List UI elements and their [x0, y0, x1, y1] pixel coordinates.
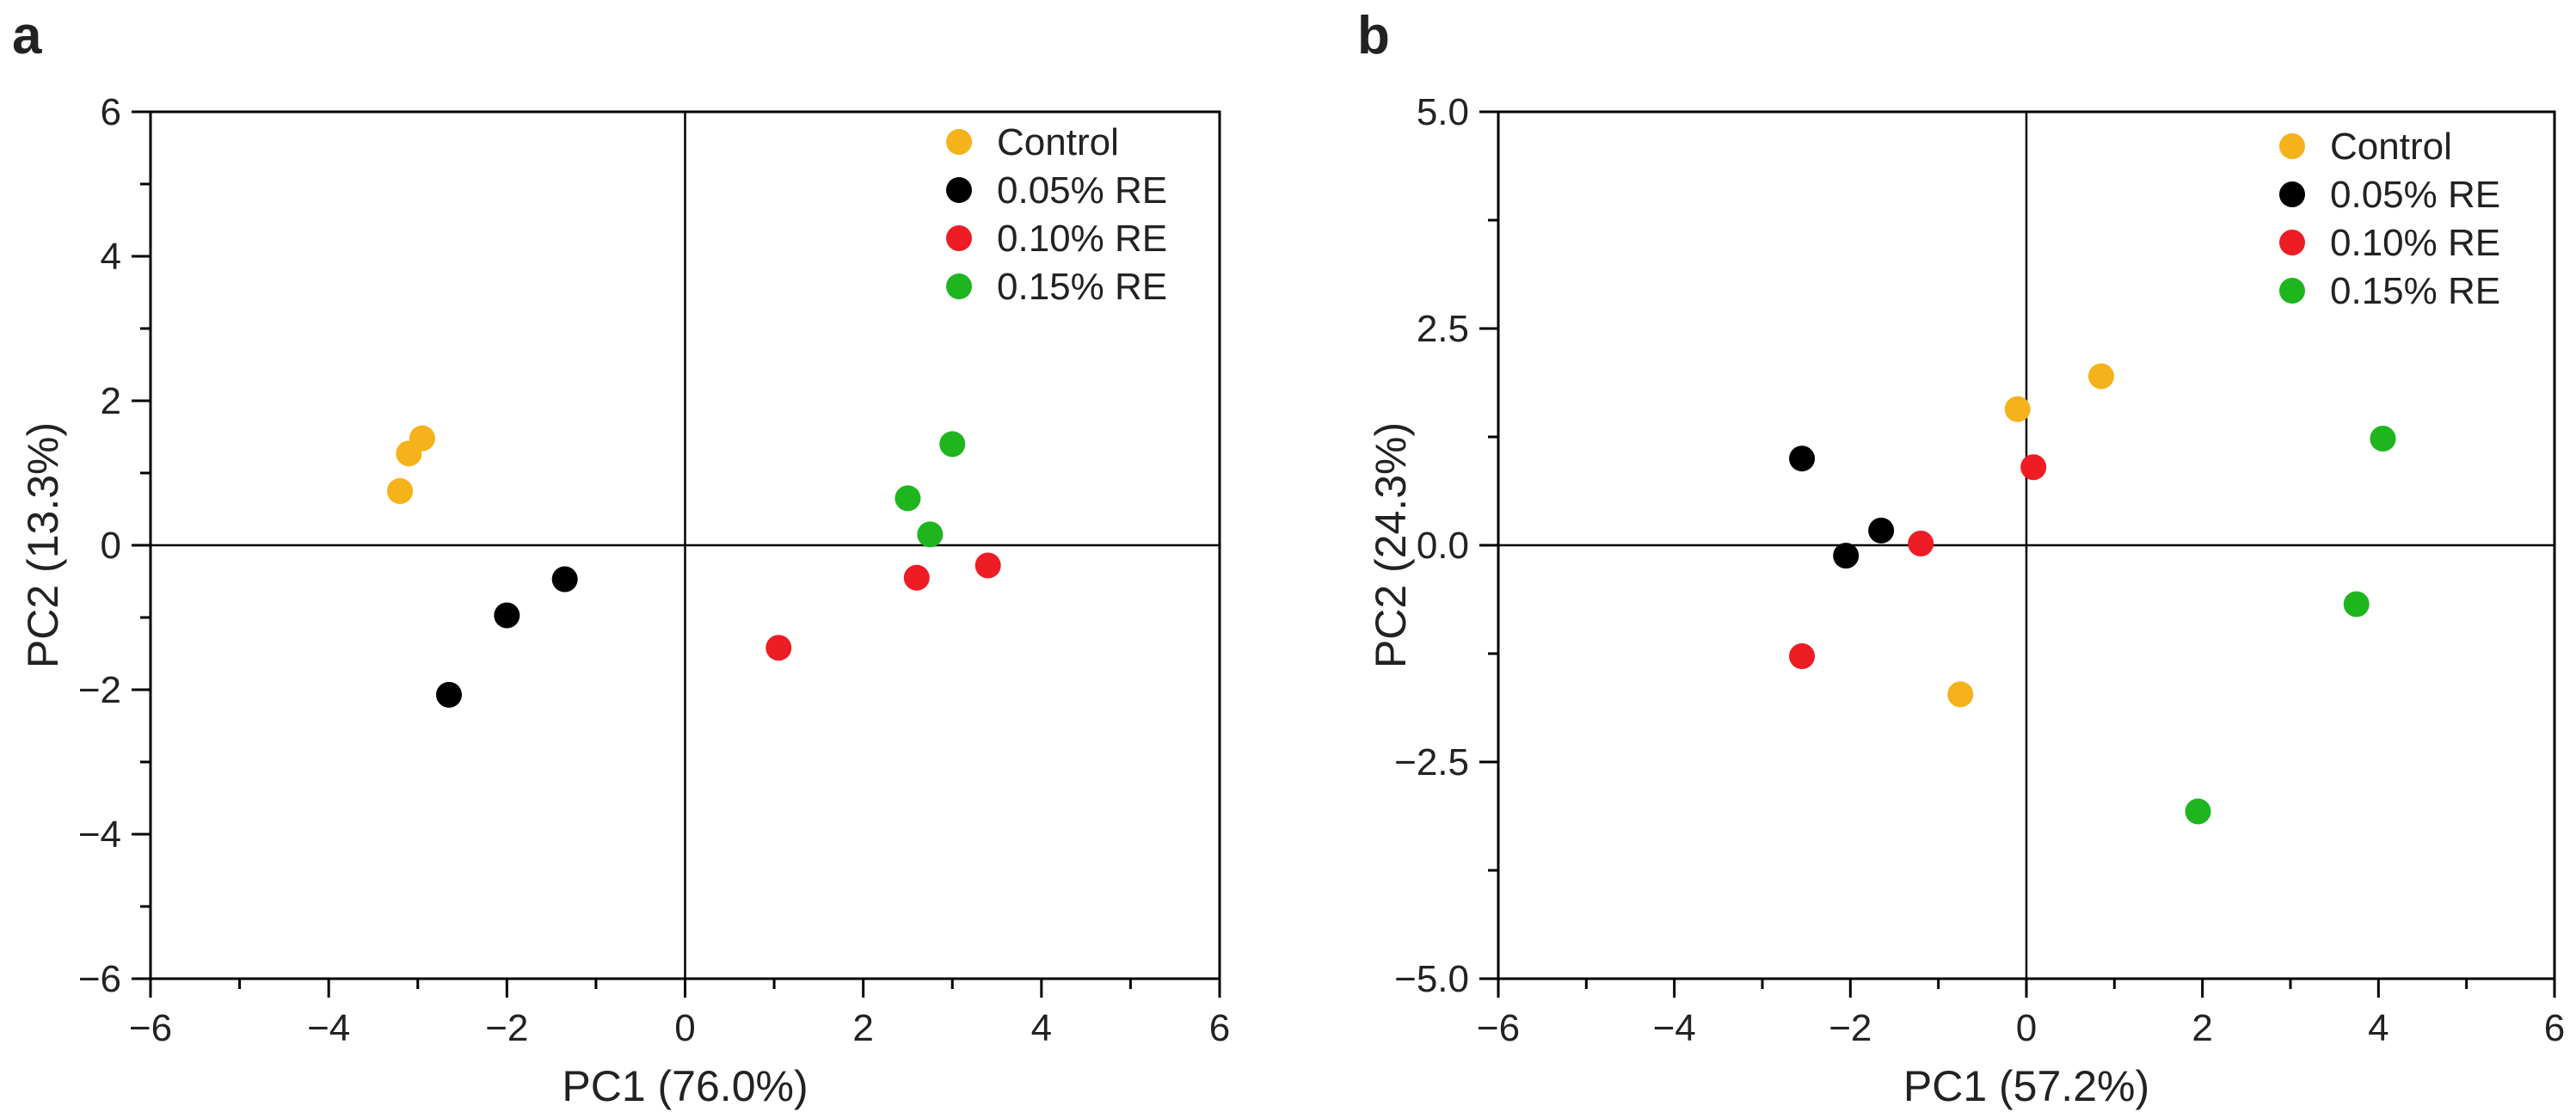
data-point-0-10-re — [1789, 643, 1816, 670]
legend-marker — [2279, 133, 2305, 159]
legend-label: Control — [2330, 126, 2452, 168]
panel-label: a — [12, 6, 42, 65]
x-tick-label: 0 — [674, 1007, 695, 1049]
data-point-0-10-re — [2020, 454, 2047, 481]
panel-b-chart: b −6 −4 −2 0 2 4 6 −5.0 −2.5 0.0 2.5 5.0 PC1 (57.2%) P… — [1357, 6, 2565, 1110]
x-tick-label: −6 — [1477, 1007, 1520, 1049]
data-point-0-05-re — [436, 681, 463, 708]
y-tick-label: −2.5 — [1394, 741, 1469, 783]
data-point-0-15-re — [939, 431, 966, 458]
x-tick-label: −2 — [1829, 1007, 1872, 1049]
y-tick-label: −5.0 — [1394, 958, 1469, 1000]
legend-label: 0.05% RE — [2330, 174, 2500, 216]
data-point-0-10-re — [1908, 530, 1934, 556]
y-tick-label: 6 — [101, 91, 121, 133]
data-point-control — [387, 478, 414, 504]
y-tick-label: 0.0 — [1417, 525, 1469, 567]
panel-label: b — [1357, 6, 1390, 65]
y-axis-title: PC2 (13.3%) — [19, 422, 67, 668]
data-point-0-05-re — [1868, 517, 1895, 544]
legend-label: 0.10% RE — [2330, 222, 2500, 264]
data-point-0-05-re — [1789, 445, 1816, 472]
data-point-0-15-re — [2370, 426, 2396, 452]
x-tick-label: 6 — [2544, 1007, 2565, 1049]
data-point-0-05-re — [1833, 543, 1860, 569]
y-tick-label: 2 — [101, 380, 121, 422]
x-tick-label: 4 — [2368, 1007, 2388, 1049]
data-point-0-15-re — [2343, 591, 2370, 617]
legend-label: Control — [997, 121, 1119, 163]
y-tick-label: 4 — [101, 236, 121, 278]
x-tick-label: −4 — [1653, 1007, 1696, 1049]
data-point-0-15-re — [895, 485, 921, 512]
legend-marker — [2279, 230, 2305, 255]
data-point-control — [1947, 681, 1974, 708]
data-point-0-15-re — [2185, 798, 2211, 825]
legend-marker — [946, 129, 972, 155]
y-tick-label: −4 — [78, 814, 121, 856]
legend-label: 0.10% RE — [997, 218, 1167, 260]
legend-marker — [946, 225, 972, 251]
x-tick-label: 2 — [852, 1007, 873, 1049]
data-point-0-10-re — [974, 552, 1001, 579]
x-axis-title: PC1 (76.0%) — [562, 1062, 808, 1110]
data-point-control — [409, 425, 435, 452]
x-tick-label: −6 — [129, 1007, 172, 1049]
data-point-0-05-re — [494, 602, 520, 629]
x-tick-label: 2 — [2192, 1007, 2212, 1049]
y-axis-title: PC2 (24.3%) — [1367, 422, 1415, 668]
y-tick-label: 5.0 — [1417, 91, 1469, 133]
legend-marker — [946, 177, 972, 203]
y-tick-label: −2 — [78, 669, 121, 711]
data-point-control — [2087, 363, 2114, 390]
legend-label: 0.05% RE — [997, 169, 1167, 212]
legend-marker — [946, 273, 972, 299]
legend-marker — [2279, 278, 2305, 304]
data-point-control — [2004, 396, 2031, 422]
x-tick-label: −4 — [307, 1007, 350, 1049]
data-point-0-10-re — [765, 635, 792, 661]
x-tick-label: −2 — [485, 1007, 528, 1049]
y-tick-label: 2.5 — [1417, 308, 1469, 350]
data-point-0-05-re — [551, 566, 578, 593]
data-point-0-15-re — [917, 521, 944, 548]
x-tick-label: 6 — [1209, 1007, 1230, 1049]
y-tick-label: 0 — [101, 525, 121, 567]
y-tick-label: −6 — [78, 958, 121, 1000]
legend-marker — [2279, 181, 2305, 207]
x-tick-label: 4 — [1031, 1007, 1052, 1049]
legend-label: 0.15% RE — [997, 266, 1167, 308]
x-axis-title: PC1 (57.2%) — [1903, 1062, 2149, 1110]
data-point-0-10-re — [903, 564, 930, 591]
x-tick-label: 0 — [2016, 1007, 2037, 1049]
panel-a-chart: a −6 −4 −2 0 2 4 6 −6 −4 −2 0 2 4 6 PC1 (76.0%) PC2 (13.… — [12, 6, 1230, 1110]
legend-label: 0.15% RE — [2330, 270, 2500, 312]
